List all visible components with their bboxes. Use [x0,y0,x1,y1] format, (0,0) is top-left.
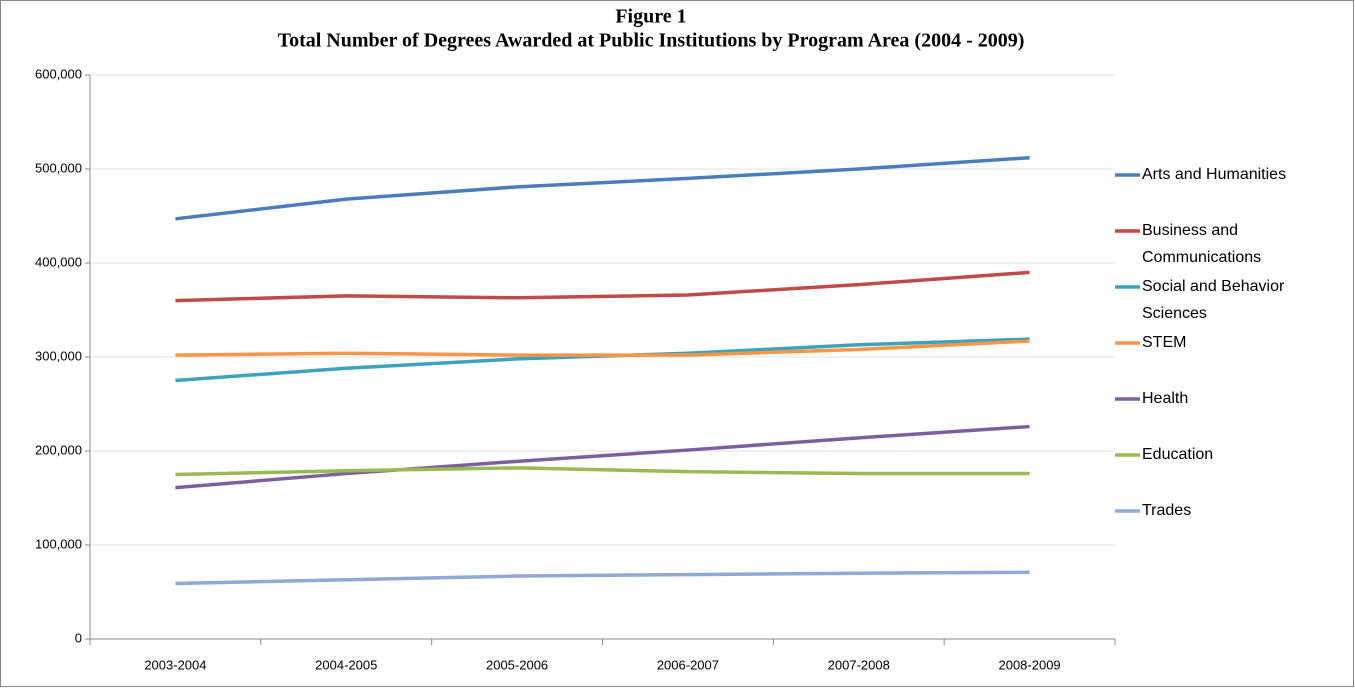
x-tick-label: 2008-2009 [998,657,1060,672]
legend-label: Trades [1142,502,1192,519]
series-line [175,339,1030,357]
x-tick-label: 2007-2008 [828,657,890,672]
y-tick-label: 300,000 [35,348,82,363]
series-line [175,424,1030,490]
x-tick-label: 2006-2007 [657,657,719,672]
y-tick-label: 500,000 [35,160,82,175]
legend-label: Education [1142,446,1214,463]
legend-label: Social and Behavior Sciences [1142,278,1285,322]
legend-label: STEM [1142,334,1187,351]
x-tick-label: 2004-2005 [315,657,377,672]
y-tick-label: 0 [75,630,82,645]
legend-label: Business and Communications [1142,222,1262,266]
series-line [175,466,1030,477]
series-line [175,570,1030,586]
x-tick-label: 2005-2006 [486,657,548,672]
legend-label: Health [1142,390,1189,407]
x-tick-label: 2003-2004 [144,657,206,672]
legend-label: Arts and Humanities [1142,166,1287,183]
series-line [175,270,1030,303]
y-tick-label: 400,000 [35,254,82,269]
series-line [175,155,1030,221]
y-tick-label: 600,000 [35,66,82,81]
chart-title: Figure 1 [615,6,686,28]
y-tick-label: 200,000 [35,442,82,457]
y-tick-label: 100,000 [35,536,82,551]
chart-subtitle: Total Number of Degrees Awarded at Publi… [278,30,1025,52]
